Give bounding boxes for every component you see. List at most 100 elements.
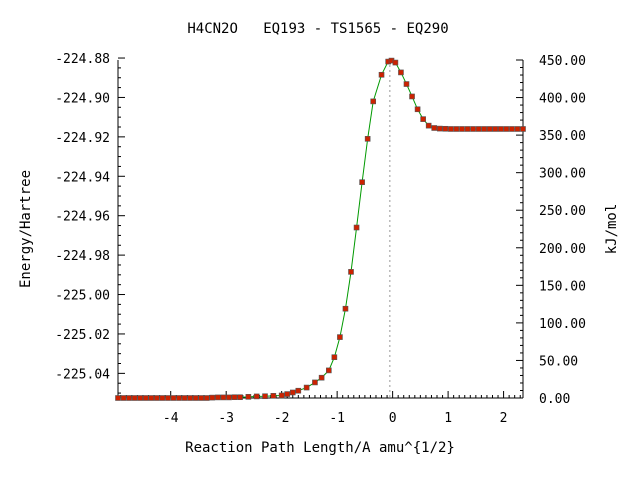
data-point bbox=[370, 98, 377, 105]
data-point bbox=[318, 374, 325, 381]
y2-tick-label: 250.00 bbox=[539, 204, 586, 219]
data-point bbox=[475, 126, 482, 132]
data-point bbox=[486, 126, 493, 132]
y-tick-label: -224.92 bbox=[55, 131, 110, 146]
data-point bbox=[253, 393, 260, 400]
y-tick-label: -224.94 bbox=[55, 170, 110, 185]
data-point bbox=[509, 126, 515, 132]
data-point bbox=[198, 395, 205, 401]
data-point bbox=[342, 305, 349, 312]
data-point bbox=[498, 126, 504, 132]
data-point bbox=[170, 395, 177, 401]
data-point bbox=[348, 269, 354, 275]
data-point bbox=[220, 394, 227, 401]
data-point bbox=[284, 391, 291, 397]
data-point bbox=[409, 93, 415, 100]
data-point bbox=[431, 125, 438, 131]
y2-tick-label: 50.00 bbox=[539, 354, 578, 369]
data-point bbox=[181, 395, 188, 401]
x-tick-label: 2 bbox=[500, 411, 508, 426]
data-point bbox=[359, 179, 365, 185]
data-point bbox=[231, 394, 238, 401]
y-tick-label: -225.00 bbox=[55, 289, 110, 304]
data-point bbox=[176, 395, 182, 401]
y-axis-title: Energy/Hartree bbox=[18, 170, 34, 288]
y2-tick-label: 400.00 bbox=[539, 92, 586, 107]
data-point bbox=[295, 387, 302, 394]
x-tick-label: 1 bbox=[444, 411, 452, 426]
data-point bbox=[414, 106, 421, 113]
data-point bbox=[470, 126, 476, 132]
data-point bbox=[187, 395, 193, 401]
data-point bbox=[159, 395, 166, 401]
data-point bbox=[337, 334, 343, 340]
data-point bbox=[154, 395, 160, 401]
x-tick-label: -4 bbox=[163, 411, 179, 426]
data-point bbox=[398, 69, 404, 76]
x-tick-label: 0 bbox=[389, 411, 397, 426]
data-point bbox=[481, 126, 487, 132]
data-point bbox=[378, 71, 385, 78]
y-tick-label: -225.04 bbox=[55, 367, 110, 382]
y-tick-label: -224.98 bbox=[55, 249, 110, 264]
x-tick-label: -3 bbox=[218, 411, 234, 426]
y2-tick-label: 150.00 bbox=[539, 279, 586, 294]
y2-tick-label: 350.00 bbox=[539, 129, 586, 144]
x-tick-label: -2 bbox=[274, 411, 290, 426]
data-point bbox=[131, 395, 138, 401]
data-point bbox=[403, 81, 410, 87]
data-point bbox=[326, 367, 332, 374]
data-point bbox=[420, 116, 426, 122]
y2-tick-label: 200.00 bbox=[539, 242, 586, 257]
data-point bbox=[425, 122, 432, 129]
y2-tick-label: 450.00 bbox=[539, 54, 586, 69]
chart-title: H4CN2O EQ193 - TS1565 - EQ290 bbox=[187, 21, 448, 37]
data-point bbox=[442, 125, 449, 132]
data-point bbox=[192, 395, 199, 401]
data-point bbox=[245, 394, 252, 400]
data-point bbox=[226, 394, 232, 401]
data-point bbox=[331, 354, 338, 361]
data-point bbox=[237, 394, 243, 401]
data-point bbox=[303, 384, 310, 391]
y2-tick-label: 0.00 bbox=[539, 392, 570, 407]
data-point bbox=[364, 136, 371, 142]
data-point bbox=[392, 59, 399, 66]
plot-frame bbox=[117, 60, 524, 399]
x-tick-label: -1 bbox=[329, 411, 345, 426]
data-point bbox=[459, 126, 465, 132]
data-point bbox=[520, 126, 526, 132]
data-point bbox=[436, 125, 443, 132]
data-point bbox=[203, 395, 210, 401]
data-point bbox=[120, 395, 127, 401]
data-point bbox=[453, 126, 460, 132]
data-point bbox=[262, 393, 268, 400]
y-tick-label: -224.90 bbox=[55, 91, 110, 106]
data-point bbox=[270, 393, 277, 399]
energy-profile-line bbox=[118, 60, 523, 399]
data-point bbox=[312, 379, 318, 386]
data-point bbox=[514, 126, 521, 132]
y-tick-label: -224.96 bbox=[55, 210, 110, 225]
data-point bbox=[448, 126, 454, 132]
data-point bbox=[464, 126, 471, 132]
data-point bbox=[492, 126, 499, 132]
y2-tick-label: 100.00 bbox=[539, 317, 586, 332]
data-point bbox=[126, 395, 132, 401]
data-point bbox=[503, 126, 510, 132]
data-point bbox=[209, 394, 216, 401]
data-point bbox=[289, 389, 296, 396]
y-tick-label: -225.02 bbox=[55, 328, 110, 343]
data-point bbox=[148, 395, 155, 401]
data-point bbox=[137, 395, 143, 401]
data-point bbox=[142, 395, 149, 401]
y2-axis-title: kJ/mol bbox=[604, 204, 620, 255]
x-axis-title: Reaction Path Length/A amu^{1/2} bbox=[185, 440, 455, 456]
y-tick-label: -224.88 bbox=[55, 52, 110, 67]
data-point bbox=[353, 224, 360, 231]
y2-tick-label: 300.00 bbox=[539, 167, 586, 182]
data-point bbox=[165, 395, 171, 401]
data-point bbox=[115, 395, 121, 401]
data-point bbox=[278, 392, 285, 399]
